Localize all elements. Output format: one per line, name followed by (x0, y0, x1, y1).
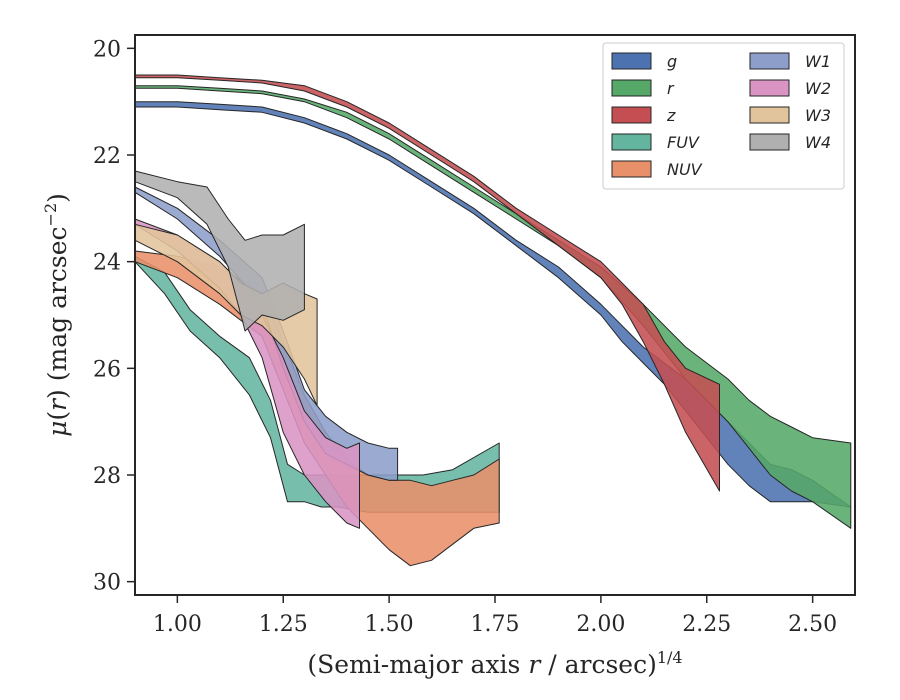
y-axis-ticks: 20 22 24 26 28 30 (93, 37, 135, 596)
band-W4 (134, 170, 305, 332)
plot-frame (134, 34, 856, 596)
x-tick-label: 1.75 (471, 612, 520, 637)
x-tick-label: 1.25 (259, 612, 308, 637)
legend-swatch-W2 (749, 79, 790, 97)
legend-label-FUV: FUV (667, 133, 700, 152)
legend-label-z: z (666, 106, 676, 125)
legend-swatch-W3 (749, 106, 790, 124)
legend-label-W3: W3 (805, 106, 831, 125)
legend-label-NUV: NUV (667, 160, 703, 179)
y-tick-label: 20 (93, 37, 121, 62)
legend-label-g: g (667, 52, 677, 71)
legend-swatch-W4 (749, 133, 790, 151)
x-tick-label: 2.25 (682, 612, 731, 637)
legend-swatch-FUV (611, 133, 652, 151)
band-r (134, 85, 852, 529)
y-tick-label: 28 (93, 464, 121, 489)
series-bands (134, 74, 852, 567)
legend-label-W2: W2 (805, 79, 831, 98)
legend-swatch-W1 (749, 52, 790, 70)
legend-swatch-NUV (611, 160, 652, 178)
y-tick-label: 24 (93, 251, 121, 276)
x-tick-label: 1.00 (153, 612, 202, 637)
legend-swatch-z (611, 106, 652, 124)
legend-swatch-g (611, 52, 652, 70)
x-axis-label: (Semi-major axis r / arcsec)1/4 (307, 648, 682, 679)
x-tick-label: 2.00 (576, 612, 625, 637)
x-tick-label: 1.50 (365, 612, 414, 637)
legend-label-W1: W1 (805, 52, 831, 71)
band-z (134, 74, 720, 492)
legend: grz FUV NUV W1 W2 W3 W4 (602, 42, 845, 190)
x-axis-ticks: 1.00 1.25 1.50 1.75 2.00 2.25 2.50 (153, 595, 837, 637)
legend-swatch-r (611, 79, 652, 97)
y-axis-label: μ(r) (mag arcsec−2) (41, 193, 72, 437)
legend-label-W4: W4 (805, 133, 831, 152)
legend-label-r: r (667, 79, 675, 98)
x-tick-label: 2.50 (788, 612, 837, 637)
y-tick-label: 30 (93, 571, 121, 596)
y-tick-label: 26 (93, 357, 121, 382)
y-tick-label: 22 (93, 144, 121, 169)
